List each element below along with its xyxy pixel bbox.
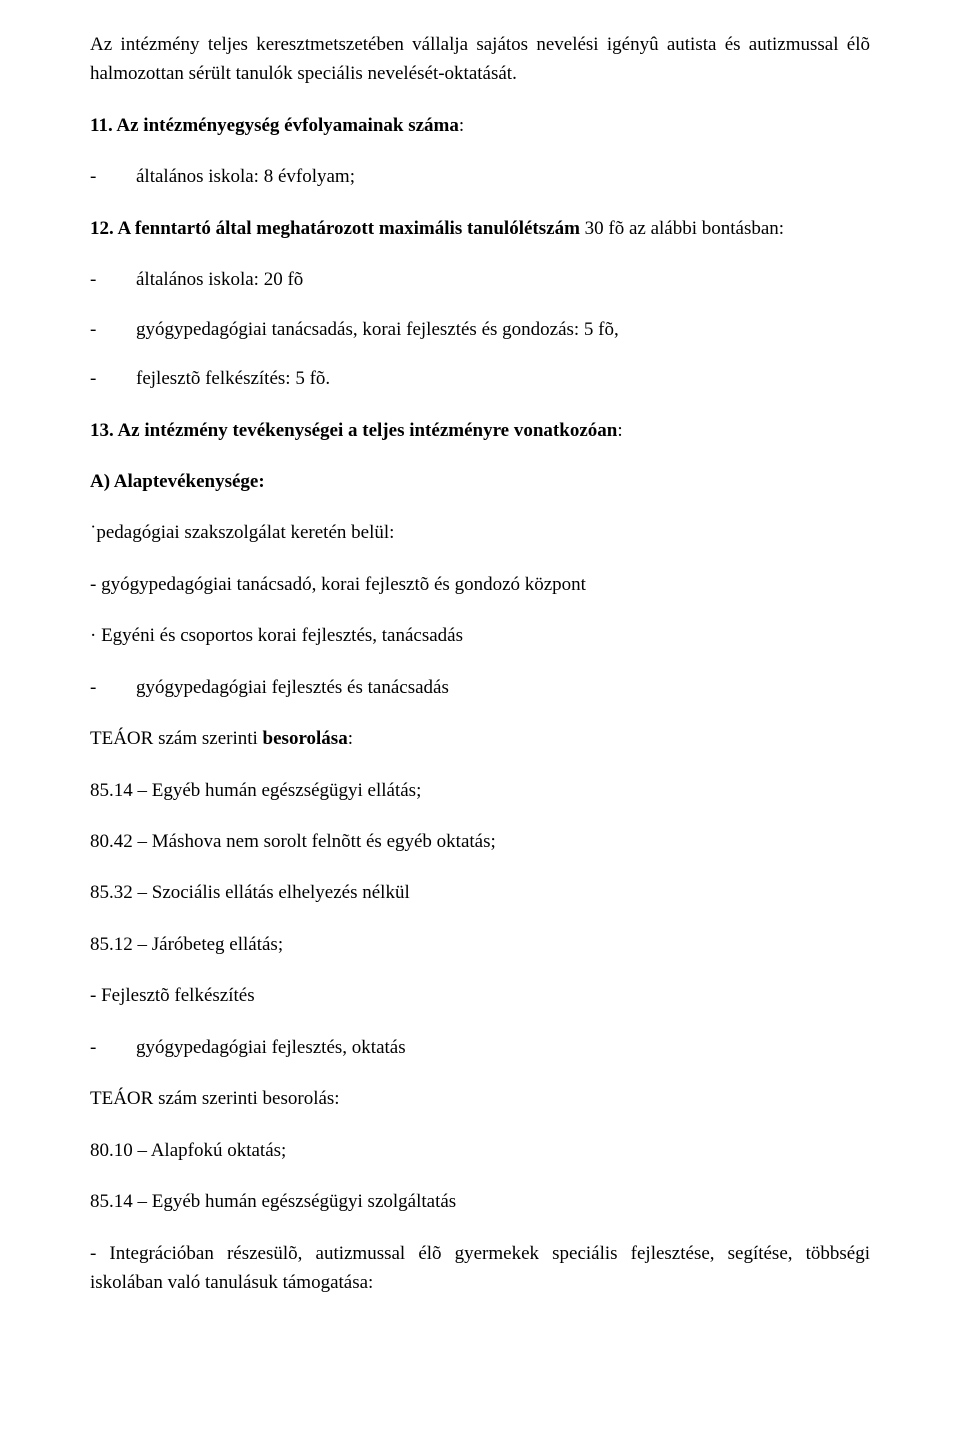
list-item-text: gyógypedagógiai fejlesztés és tanácsadás [136,673,870,702]
teaor-1-bold: besorolása [263,728,348,749]
teaor-1-item: 85.12 – Járóbeteg ellátás; [90,930,870,959]
bullet-dash-icon: - [90,315,136,344]
list-item: - gyógypedagógiai fejlesztés, oktatás [90,1033,870,1062]
teaor-1-item: 80.42 – Máshova nem sorolt felnõtt és eg… [90,827,870,856]
list-item: - gyógypedagógiai tanácsadás, korai fejl… [90,315,870,344]
section-12-items: - általános iskola: 20 fõ - gyógypedagóg… [90,265,870,393]
bullet-dash-icon: - [90,364,136,393]
a-line-3: · Egyéni és csoportos korai fejlesztés, … [90,621,870,650]
section-13-title: 13. Az intézmény tevékenységei a teljes … [90,420,617,441]
section-13-heading: 13. Az intézmény tevékenységei a teljes … [90,416,870,445]
list-item: - általános iskola: 8 évfolyam; [90,162,870,191]
section-12-heading: 12. A fenntartó által meghatározott maxi… [90,214,870,243]
section-12-title: 12. A fenntartó által meghatározott maxi… [90,218,580,239]
list-item: - gyógypedagógiai fejlesztés és tanácsad… [90,673,870,702]
fejleszto-line: - Fejlesztõ felkészítés [90,981,870,1010]
teaor-1-item: 85.32 – Szociális ellátás elhelyezés nél… [90,878,870,907]
section-11-title: 11. Az intézményegység évfolyamainak szá… [90,115,459,136]
section-11-colon: : [459,115,464,136]
teaor-1-heading: TEÁOR szám szerinti besorolása: [90,724,870,753]
intro-paragraph: Az intézmény teljes keresztmetszetében v… [90,30,870,89]
list-item-text: gyógypedagógiai tanácsadás, korai fejles… [136,315,870,344]
section-11-heading: 11. Az intézményegység évfolyamainak szá… [90,111,870,140]
bullet-dash-icon: - [90,265,136,294]
list-item-text: általános iskola: 8 évfolyam; [136,162,870,191]
a-line-1: ˙pedagógiai szakszolgálat keretén belül: [90,518,870,547]
teaor-2-heading: TEÁOR szám szerinti besorolás: [90,1084,870,1113]
subsection-a-title: A) Alaptevékenysége: [90,467,870,496]
section-13-colon: : [617,420,622,441]
teaor-1-colon: : [348,728,353,749]
a-line-2: - gyógypedagógiai tanácsadó, korai fejle… [90,570,870,599]
teaor-1-item: 85.14 – Egyéb humán egészségügyi ellátás… [90,776,870,805]
teaor-1-prefix: TEÁOR szám szerinti [90,728,263,749]
section-12-suffix: 30 fõ az alábbi bontásban: [580,218,784,239]
list-item-text: gyógypedagógiai fejlesztés, oktatás [136,1033,870,1062]
list-item: - fejlesztõ felkészítés: 5 fõ. [90,364,870,393]
bullet-dash-icon: - [90,673,136,702]
list-item-text: fejlesztõ felkészítés: 5 fõ. [136,364,870,393]
fejleszto-item-block: - gyógypedagógiai fejlesztés, oktatás [90,1033,870,1062]
teaor-2-item: 85.14 – Egyéb humán egészségügyi szolgál… [90,1187,870,1216]
list-item-text: általános iskola: 20 fõ [136,265,870,294]
teaor-2-item: 80.10 – Alapfokú oktatás; [90,1136,870,1165]
bullet-dash-icon: - [90,1033,136,1062]
last-paragraph: - Integrációban részesülõ, autizmussal é… [90,1239,870,1298]
a-dash-item-block: - gyógypedagógiai fejlesztés és tanácsad… [90,673,870,702]
bullet-dash-icon: - [90,162,136,191]
list-item: - általános iskola: 20 fõ [90,265,870,294]
section-11-items: - általános iskola: 8 évfolyam; [90,162,870,191]
